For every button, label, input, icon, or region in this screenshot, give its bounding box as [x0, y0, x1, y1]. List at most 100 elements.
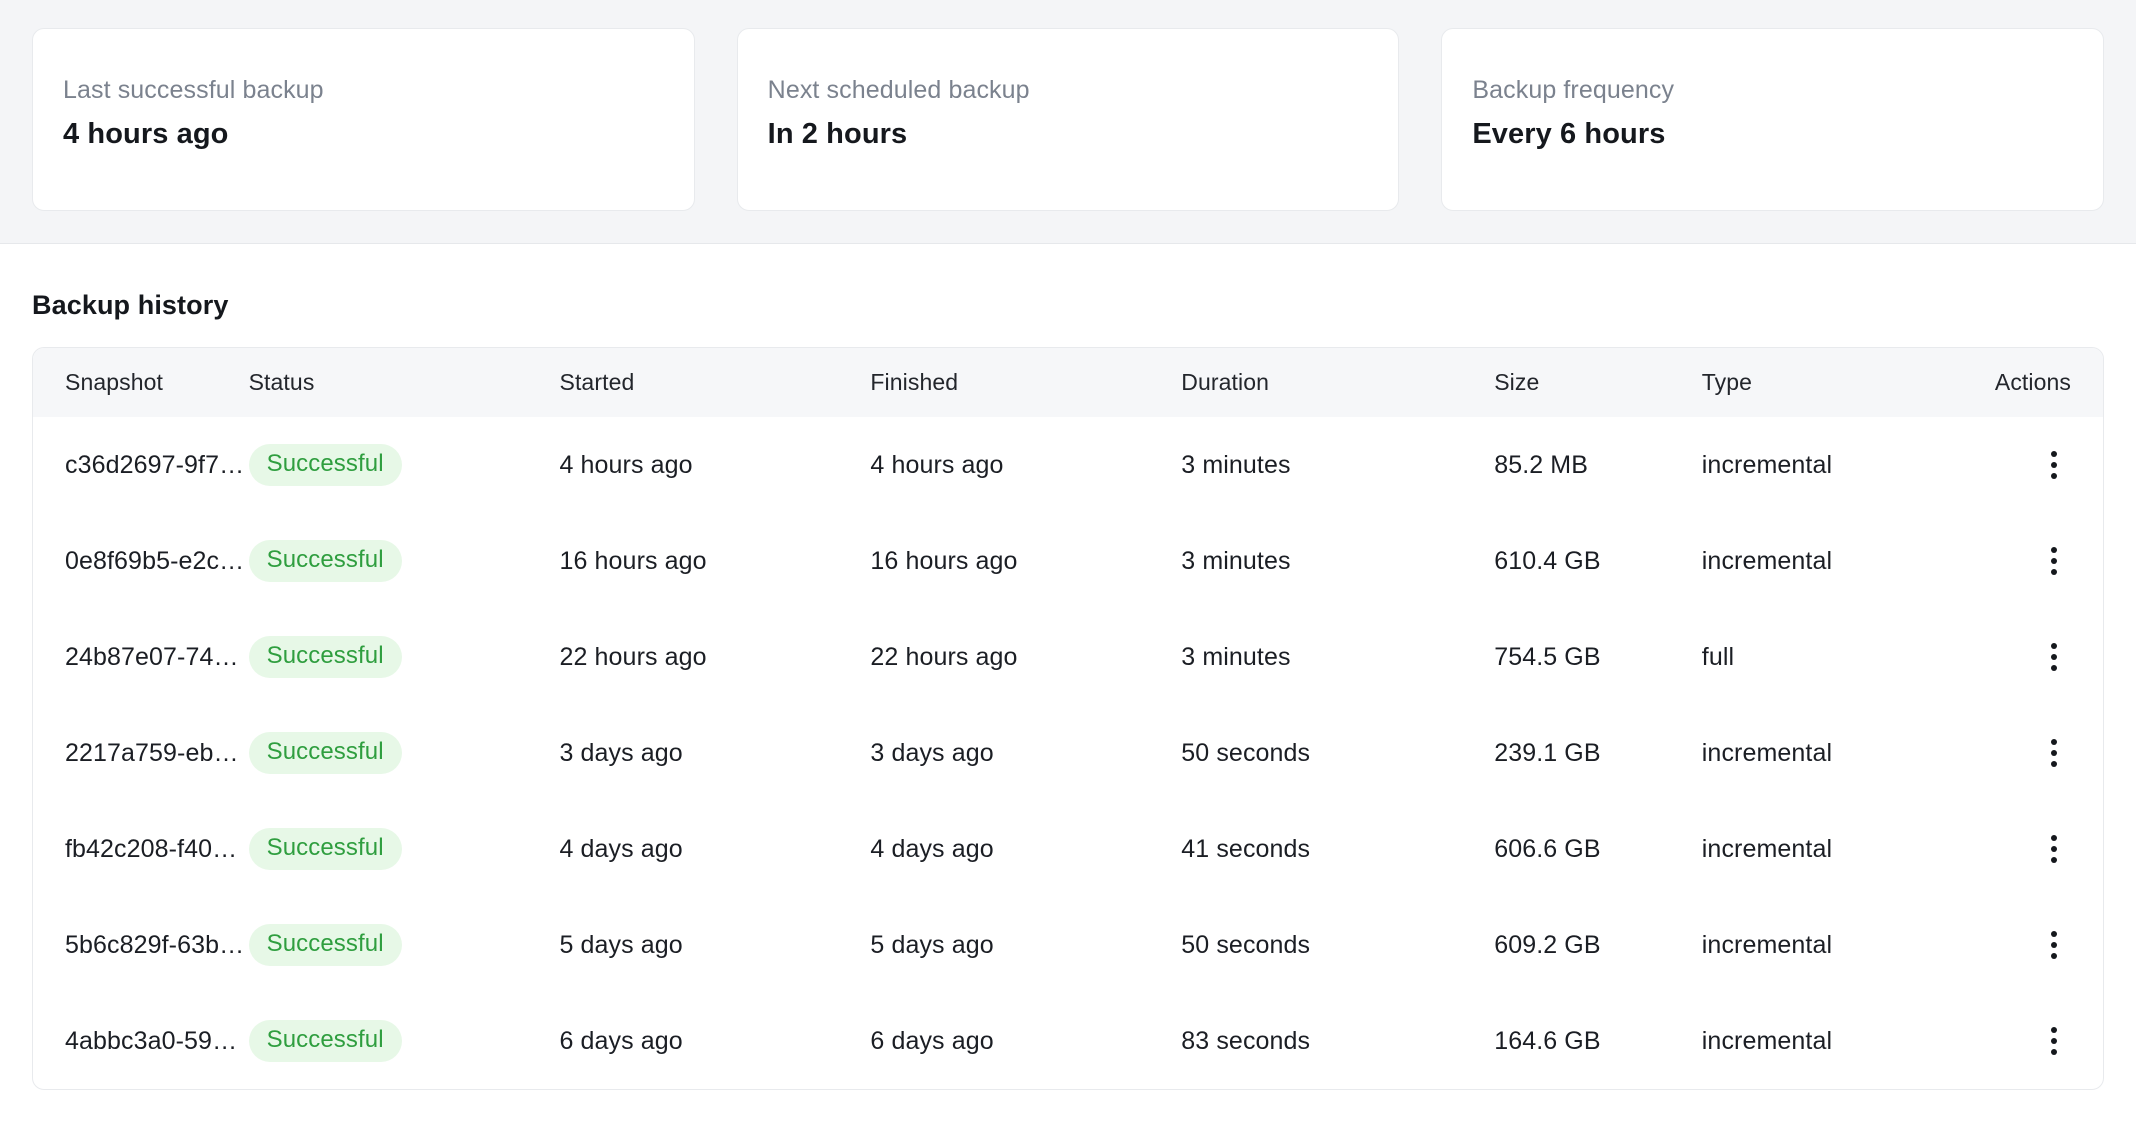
stat-card-backup-frequency: Backup frequency Every 6 hours [1441, 28, 2105, 211]
stat-card-value: Every 6 hours [1472, 118, 1666, 151]
snapshot-id: 24b87e07-744f-... [65, 642, 249, 671]
cell-type: incremental [1701, 1026, 1833, 1055]
cell-duration: 3 minutes [1181, 642, 1291, 671]
cell-type: incremental [1701, 546, 1833, 575]
cell-snapshot: c36d2697-9f78-... [33, 417, 249, 513]
cell-size: 609.2 GB [1494, 930, 1601, 959]
table-row[interactable]: 5b6c829f-63b4-... Successful 5 days ago 5 d… [33, 897, 2103, 993]
backup-history-table-container: Snapshot Status Started Finished Duratio… [32, 347, 2104, 1090]
cell-started: 5 days ago [559, 930, 683, 959]
kebab-menu-icon[interactable] [2037, 925, 2071, 965]
status-badge: Successful [248, 828, 402, 870]
cell-duration: 83 seconds [1181, 1026, 1311, 1055]
cell-actions [1973, 417, 2103, 513]
snapshot-id: 5b6c829f-63b4-... [65, 930, 249, 959]
status-badge: Successful [248, 636, 402, 678]
kebab-menu-icon[interactable] [2037, 637, 2071, 677]
status-badge: Successful [248, 732, 402, 774]
cell-size: 610.4 GB [1494, 546, 1601, 575]
column-header-started[interactable]: Started [559, 348, 871, 417]
kebab-menu-icon[interactable] [2037, 829, 2071, 869]
cell-duration: 3 minutes [1181, 546, 1291, 575]
table-row[interactable]: 2217a759-ebb5-...Successful 3 days ago 3 d… [33, 705, 2103, 801]
cell-status: Successful [248, 609, 560, 705]
cell-actions [1973, 609, 2103, 705]
table-header-row: Snapshot Status Started Finished Duratio… [33, 348, 2103, 417]
table-row[interactable]: 0e8f69b5-e2c5-... Successful 16 hours ago 1… [33, 513, 2103, 609]
cell-status: Successful [248, 801, 560, 897]
column-header-duration[interactable]: Duration [1181, 348, 1495, 417]
cell-actions [1973, 513, 2103, 609]
snapshot-id: 0e8f69b5-e2c5-... [65, 546, 249, 575]
cell-snapshot: 5b6c829f-63b4-... [33, 897, 249, 993]
status-badge: Successful [248, 540, 402, 582]
cell-snapshot: fb42c208-f404-... [33, 801, 249, 897]
backup-summary-strip: Last successful backup 4 hours ago Next … [0, 0, 2136, 244]
cell-snapshot: 0e8f69b5-e2c5-... [33, 513, 249, 609]
table-header: Snapshot Status Started Finished Duratio… [33, 348, 2103, 417]
stat-card-next-scheduled-backup: Next scheduled backup In 2 hours [736, 28, 1400, 211]
table-body: c36d2697-9f78-... Successful 4 hours ago 4 … [33, 417, 2103, 1089]
snapshot-id: fb42c208-f404-... [65, 834, 249, 863]
cell-snapshot: 4abbc3a0-5935-... [33, 993, 249, 1089]
backup-history-section: Backup history Snapshot Status Started F… [0, 244, 2136, 1090]
cell-status: Successful [248, 417, 560, 513]
cell-size: 606.6 GB [1494, 834, 1601, 863]
status-badge: Successful [248, 444, 402, 486]
cell-duration: 50 seconds [1181, 738, 1311, 767]
column-header-type[interactable]: Type [1701, 348, 1973, 417]
cell-actions [1973, 993, 2103, 1089]
status-badge: Successful [248, 924, 402, 966]
column-header-snapshot[interactable]: Snapshot [33, 348, 249, 417]
cell-started: 4 days ago [559, 834, 683, 863]
column-header-size[interactable]: Size [1494, 348, 1702, 417]
snapshot-id: 4abbc3a0-5935-... [65, 1026, 249, 1055]
snapshot-id: 2217a759-ebb5-... [65, 738, 249, 767]
kebab-menu-icon[interactable] [2037, 733, 2071, 773]
cell-finished: 4 hours ago [870, 450, 1004, 479]
stat-card-label: Backup frequency [1472, 76, 1675, 104]
cell-snapshot: 2217a759-ebb5-... [33, 705, 249, 801]
cell-duration: 41 seconds [1181, 834, 1311, 863]
cell-started: 4 hours ago [559, 450, 693, 479]
stat-card-value: In 2 hours [767, 118, 908, 151]
stat-card-label: Last successful backup [63, 76, 324, 104]
cell-size: 239.1 GB [1494, 738, 1601, 767]
cell-size: 164.6 GB [1494, 1026, 1601, 1055]
page-title: Backup history [32, 290, 229, 320]
cell-type: full [1701, 642, 1735, 671]
table-row[interactable]: 4abbc3a0-5935-...Successful 6 days ago 6 d… [33, 993, 2103, 1089]
cell-size: 754.5 GB [1494, 642, 1601, 671]
cell-size: 85.2 MB [1494, 450, 1588, 479]
cell-duration: 50 seconds [1181, 930, 1311, 959]
stat-card-value: 4 hours ago [63, 118, 229, 151]
cell-finished: 22 hours ago [870, 642, 1018, 671]
cell-type: incremental [1701, 834, 1833, 863]
cell-finished: 5 days ago [870, 930, 994, 959]
table-row[interactable]: 24b87e07-744f-... Successful 22 hours ago 2… [33, 609, 2103, 705]
cell-type: incremental [1701, 738, 1833, 767]
kebab-menu-icon[interactable] [2037, 445, 2071, 485]
table-row[interactable]: c36d2697-9f78-... Successful 4 hours ago 4 … [33, 417, 2103, 513]
cell-status: Successful [248, 513, 560, 609]
cell-actions [1973, 801, 2103, 897]
cell-finished: 16 hours ago [870, 546, 1018, 575]
snapshot-id: c36d2697-9f78-... [65, 450, 249, 479]
cell-started: 3 days ago [559, 738, 683, 767]
kebab-menu-icon[interactable] [2037, 541, 2071, 581]
cell-type: incremental [1701, 450, 1833, 479]
cell-status: Successful [248, 993, 560, 1089]
cell-actions [1973, 705, 2103, 801]
cell-started: 16 hours ago [559, 546, 707, 575]
column-header-finished[interactable]: Finished [870, 348, 1182, 417]
cell-status: Successful [248, 705, 560, 801]
cell-finished: 4 days ago [870, 834, 994, 863]
cell-started: 22 hours ago [559, 642, 707, 671]
cell-snapshot: 24b87e07-744f-... [33, 609, 249, 705]
cell-duration: 3 minutes [1181, 450, 1291, 479]
stat-card-last-successful-backup: Last successful backup 4 hours ago [32, 28, 695, 211]
table-row[interactable]: fb42c208-f404-... Successful 4 days ago 4 d… [33, 801, 2103, 897]
kebab-menu-icon[interactable] [2037, 1021, 2071, 1061]
column-header-status[interactable]: Status [248, 348, 560, 417]
